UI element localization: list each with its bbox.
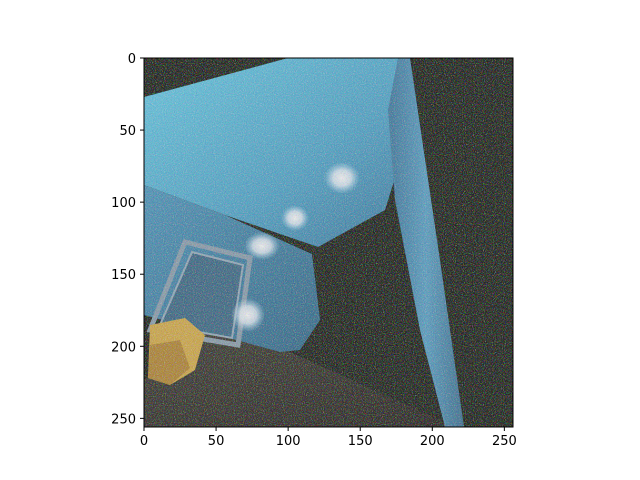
noise-overlay — [144, 58, 513, 427]
x-tick-label: 250 — [492, 434, 517, 449]
y-tick-label: 150 — [111, 268, 136, 283]
y-tick-label: 50 — [119, 124, 136, 139]
y-tick-label: 100 — [111, 196, 136, 211]
image-content — [144, 58, 513, 427]
y-tick-label: 0 — [128, 52, 136, 67]
x-axis: 0 50 100 150 200 250 — [140, 427, 517, 449]
y-tick-label: 250 — [111, 412, 136, 427]
x-tick-label: 100 — [276, 434, 301, 449]
axes-frame — [143, 57, 514, 428]
y-axis: 0 50 100 150 200 250 — [111, 52, 144, 427]
x-tick-label: 50 — [208, 434, 225, 449]
y-tick-label: 200 — [111, 340, 136, 355]
x-tick-label: 150 — [348, 434, 373, 449]
x-tick-label: 0 — [140, 434, 148, 449]
x-tick-label: 200 — [420, 434, 445, 449]
